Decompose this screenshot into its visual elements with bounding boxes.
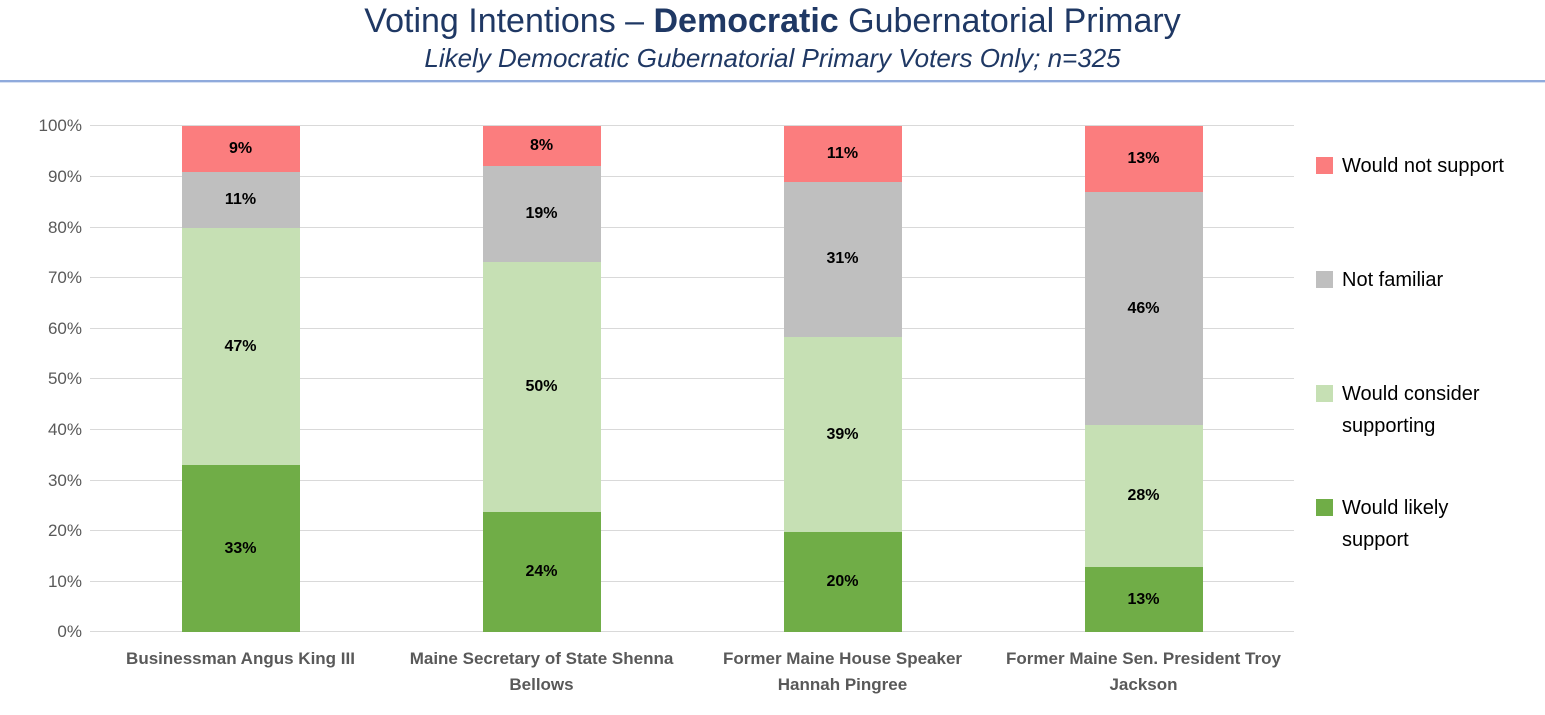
bars-row: 33% 47% 11% 9% 24% 50% 19% 8% 20% 39% 31% 11% 13% 28%… (90, 126, 1294, 633)
bar-segment-label: 13% (1127, 150, 1160, 168)
title-prefix: Voting Intentions – (364, 2, 654, 40)
legend-label: Would consider supporting (1342, 383, 1480, 438)
bar-slot: 24% 50% 19% 8% (391, 126, 692, 633)
bar-segment: 20% (783, 532, 902, 633)
gridline (90, 479, 1294, 481)
bar-segment: 19% (482, 166, 601, 262)
bar-segment-label: 20% (826, 573, 859, 591)
legend-item: Would not support (1316, 150, 1512, 182)
gridline (90, 226, 1294, 228)
plot-zone: 33% 47% 11% 9% 24% 50% 19% 8% 20% 39% 31% 11% 13% 28%… (90, 125, 1294, 701)
bar-segment-label: 39% (826, 425, 859, 443)
stacked-bar-chart: 0% 10% 20% 30% 40% 50% 60% 70% 80% 90% 100% 33% 47%… (0, 117, 1545, 701)
bar-segment: 47% (181, 227, 300, 466)
title-emphasis: Democratic (653, 2, 839, 40)
legend-swatch-icon (1316, 157, 1333, 175)
legend-label: Not familiar (1342, 269, 1444, 292)
y-axis-label: 60% (47, 318, 82, 338)
bar-segment: 46% (1084, 192, 1203, 425)
bar: 24% 50% 19% 8% (482, 126, 601, 633)
bar-segment: 24% (482, 512, 601, 633)
gridline (90, 125, 1294, 127)
x-axis-label: Former Maine Sen. President Troy Jackson (1006, 649, 1281, 694)
legend-item: Would likely support (1316, 492, 1512, 556)
x-axis-label: Businessman Angus King III (126, 649, 355, 669)
legend-swatch-icon (1316, 499, 1333, 517)
bar-segment: 33% (181, 465, 300, 633)
bar-slot: 20% 39% 31% 11% (692, 126, 993, 633)
bar-segment-label: 47% (224, 337, 257, 355)
bar-segment: 11% (783, 126, 902, 182)
bar-segment-label: 50% (525, 377, 558, 395)
bar-segment: 28% (1084, 424, 1203, 567)
bar: 33% 47% 11% 9% (181, 126, 300, 633)
bar-segment-label: 19% (525, 205, 558, 223)
chart-title: Voting Intentions – Democratic Gubernato… (0, 0, 1545, 43)
header-divider (0, 80, 1545, 83)
plot-area: 33% 47% 11% 9% 24% 50% 19% 8% 20% 39% 31% 11% 13% 28%… (90, 125, 1294, 633)
bar: 20% 39% 31% 11% (783, 126, 902, 633)
bar-segment: 39% (783, 336, 902, 533)
bar-segment-label: 31% (826, 250, 859, 268)
gridline (90, 429, 1294, 430)
legend-label: Would not support (1342, 155, 1504, 178)
bar-segment-label: 11% (224, 190, 257, 208)
legend: Would not support Not familiar Would consi… (1294, 126, 1545, 632)
gridline (90, 277, 1294, 279)
y-axis-label: 50% (47, 369, 82, 389)
bar-segment-label: 8% (529, 137, 554, 155)
y-axis-label: 70% (47, 268, 82, 288)
gridline (90, 631, 1294, 633)
chart-subtitle: Likely Democratic Gubernatorial Primary … (424, 42, 1121, 73)
bar-segment: 9% (181, 126, 300, 172)
gridline (90, 378, 1294, 380)
bar-segment-label: 9% (228, 140, 253, 158)
bar-segment-label: 33% (224, 539, 257, 557)
chart-header: Voting Intentions – Democratic Gubernato… (0, 0, 1545, 73)
y-axis-label: 40% (47, 420, 82, 439)
gridline (90, 327, 1294, 329)
y-axis-label: 20% (47, 521, 82, 541)
title-suffix: Gubernatorial Primary (838, 2, 1181, 40)
bar-segment: 13% (1084, 126, 1203, 193)
x-axis: Businessman Angus King III Maine Secretar… (90, 646, 1294, 697)
y-axis-label: 30% (47, 470, 82, 490)
gridline (90, 580, 1294, 582)
bar-slot: 13% 28% 46% 13% (993, 126, 1294, 633)
legend-item: Would consider supporting (1316, 378, 1512, 442)
y-axis: 0% 10% 20% 30% 40% 50% 60% 70% 80% 90% 100% (0, 117, 90, 641)
bar: 13% 28% 46% 13% (1084, 126, 1203, 633)
bar-segment: 11% (181, 171, 300, 228)
bar-segment-label: 11% (826, 144, 859, 162)
legend-swatch-icon (1316, 385, 1333, 403)
x-axis-label: Former Maine House Speaker Hannah Pingre… (722, 649, 963, 694)
legend-swatch-icon (1316, 271, 1333, 289)
legend-item: Not familiar (1316, 264, 1512, 296)
y-axis-label: 80% (47, 217, 82, 237)
bar-segment: 13% (1084, 566, 1203, 633)
y-axis-label: 100% (38, 116, 82, 136)
gridline (90, 176, 1294, 177)
y-axis-label: 90% (47, 167, 82, 186)
y-axis-label: 0% (57, 622, 82, 642)
bar-segment-label: 28% (1127, 486, 1160, 504)
bar-segment-label: 24% (525, 563, 558, 581)
bar-segment-label: 46% (1127, 299, 1160, 317)
legend-label: Would likely support (1342, 497, 1449, 552)
gridline (90, 530, 1294, 532)
y-axis-label: 10% (47, 571, 82, 591)
bar-segment: 8% (482, 126, 601, 167)
bar-segment: 50% (482, 261, 601, 513)
bar-slot: 33% 47% 11% 9% (90, 126, 391, 633)
bar-segment-label: 13% (1127, 590, 1160, 608)
bar-segment: 31% (783, 181, 902, 337)
x-axis-label: Maine Secretary of State Shenna Bellows (409, 649, 674, 694)
